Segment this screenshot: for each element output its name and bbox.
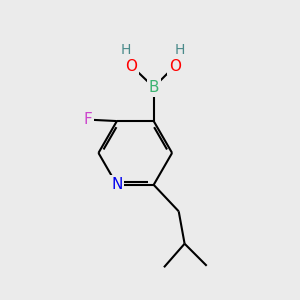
Text: H: H: [175, 43, 185, 57]
Text: H: H: [121, 43, 131, 57]
Text: N: N: [111, 177, 123, 192]
Text: B: B: [148, 80, 159, 95]
Text: O: O: [126, 58, 138, 74]
Text: O: O: [169, 58, 181, 74]
Text: F: F: [83, 112, 92, 127]
